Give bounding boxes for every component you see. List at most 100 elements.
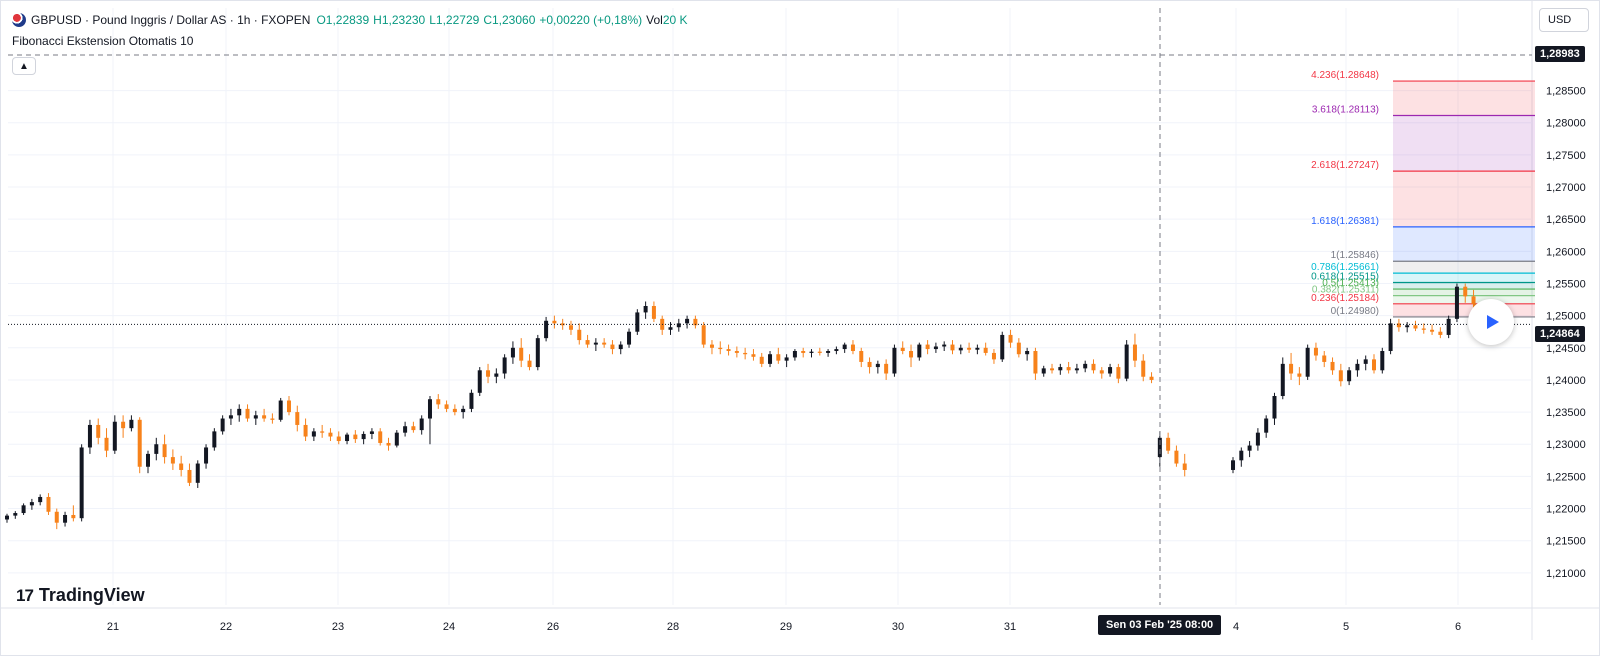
currency-button[interactable]: USD — [1539, 8, 1589, 32]
x-tick-label: 26 — [547, 621, 559, 633]
candle-body — [170, 457, 175, 464]
candle-body — [5, 515, 9, 520]
candle-body — [1182, 463, 1187, 470]
candle-body — [1471, 296, 1476, 305]
candle-body — [38, 496, 43, 503]
candle-body — [228, 415, 233, 419]
candle-body — [1264, 418, 1269, 433]
symbol-title[interactable]: GBPUSD · Pound Inggris / Dollar AS · 1h … — [31, 13, 311, 27]
candle-body — [1116, 367, 1121, 379]
candle-body — [618, 344, 623, 350]
candle-body — [1008, 334, 1013, 343]
candle-body — [527, 360, 532, 368]
candle-body — [1396, 323, 1401, 328]
candle-body — [162, 444, 167, 458]
candle-body — [1041, 368, 1046, 374]
fib-zone — [1393, 282, 1535, 290]
fib-level-label: 0.786(1.25661) — [1311, 262, 1379, 273]
candle-body — [220, 418, 225, 432]
candle-body — [734, 351, 739, 353]
candle-body — [212, 431, 217, 448]
fib-zone — [1393, 81, 1535, 116]
candle-body — [1124, 344, 1129, 379]
fib-level-label: 0.5(1.25413) — [1322, 278, 1379, 289]
indicator-legend[interactable]: Fibonacci Ekstension Otomatis 10 — [12, 34, 194, 48]
candle-body — [477, 370, 482, 393]
candle-body — [345, 434, 350, 442]
candle-body — [1033, 351, 1038, 374]
candle-body — [1066, 367, 1071, 371]
candle-body — [610, 344, 615, 350]
candle-body — [1438, 331, 1443, 335]
x-tick-label: 22 — [220, 621, 232, 633]
candle-body — [875, 363, 880, 368]
candle-body — [726, 349, 731, 352]
candle-body — [685, 318, 690, 324]
x-tick-label: 30 — [892, 621, 904, 633]
candle-body — [751, 354, 756, 357]
tradingview-logo-icon: 17 — [16, 585, 34, 605]
candle-body — [1454, 286, 1459, 319]
y-tick-label: 1,22500 — [1546, 471, 1586, 483]
candle-body — [87, 424, 92, 448]
high-number: 1,23230 — [381, 13, 426, 27]
high-value: H1,23230 — [373, 13, 425, 27]
candle-body — [278, 400, 283, 420]
candle-body — [1239, 450, 1244, 461]
candle-body — [909, 351, 914, 358]
candle-body — [13, 513, 18, 516]
candle-body — [850, 344, 855, 352]
fib-level-label: 0.236(1.25184) — [1311, 293, 1379, 304]
candle-body — [112, 421, 117, 451]
candle-body — [958, 347, 963, 351]
candle-body — [643, 305, 648, 313]
candle-body — [1446, 318, 1451, 335]
candle-body — [427, 399, 432, 419]
high-label: H — [373, 13, 382, 27]
candle-body — [378, 431, 383, 443]
candle-body — [461, 408, 466, 413]
fib-level-label: 2.618(1.27247) — [1311, 160, 1379, 171]
close-value: C1,23060 — [483, 13, 535, 27]
tradingview-logo[interactable]: 17 TradingView — [16, 585, 145, 606]
candle-body — [1083, 363, 1088, 369]
symbol-legend[interactable]: GBPUSD · Pound Inggris / Dollar AS · 1h … — [12, 12, 692, 28]
candle-body — [1421, 328, 1426, 330]
candle-body — [403, 426, 408, 433]
candle-body — [900, 347, 905, 352]
candle-body — [560, 323, 565, 326]
candle-body — [1347, 370, 1352, 382]
gbp-flag-icon — [12, 13, 26, 27]
candle-body — [1322, 355, 1327, 362]
candle-body — [602, 342, 607, 345]
replay-play-button[interactable] — [1468, 299, 1514, 345]
candle-body — [469, 392, 474, 409]
candle-body — [204, 447, 209, 464]
open-value: O1,22839 — [316, 13, 369, 27]
collapse-legend-button[interactable]: ▲ — [12, 57, 36, 75]
candle-body — [693, 318, 698, 326]
candle-body — [668, 327, 673, 330]
candle-body — [942, 344, 947, 347]
candle-body — [1231, 460, 1236, 470]
fib-level-label: 1(1.25846) — [1331, 250, 1379, 261]
candle-body — [394, 432, 399, 446]
x-tick-label: 23 — [332, 621, 344, 633]
candle-body — [627, 331, 632, 345]
candle-body — [369, 431, 374, 434]
candle-body — [834, 349, 839, 352]
y-tick-label: 1,21500 — [1546, 536, 1586, 548]
candle-body — [792, 351, 797, 358]
candle-body — [237, 408, 242, 416]
candle-body — [452, 408, 457, 413]
candle-body — [842, 344, 847, 350]
x-tick-label: 6 — [1455, 621, 1461, 633]
y-tick-label: 1,24500 — [1546, 343, 1586, 355]
candle-body — [187, 469, 192, 483]
candle-body — [361, 433, 366, 440]
x-tick-label: 21 — [107, 621, 119, 633]
close-number: 1,23060 — [491, 13, 536, 27]
